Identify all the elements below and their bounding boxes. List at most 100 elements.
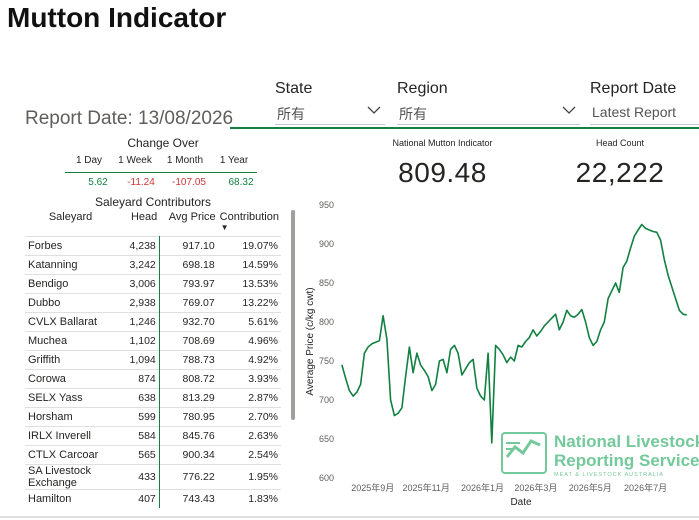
state-filter-value: 所有 <box>277 106 305 122</box>
saleyard-name-cell: Katanning <box>25 255 117 275</box>
state-filter-dropdown[interactable]: 所有 <box>275 101 385 125</box>
y-axis-title: Average Price (c/kg cwt) <box>305 287 316 395</box>
table-row[interactable]: Corowa 874 808.72 3.93% <box>25 369 281 389</box>
contribution-cell: 14.59% <box>217 255 281 275</box>
region-filter-value: 所有 <box>399 106 427 122</box>
report-date-filter-value: Latest Report <box>592 104 677 120</box>
column-header-head[interactable]: Head <box>130 211 158 223</box>
x-tick-label: 2026年7月 <box>624 482 667 493</box>
mutton-price-chart: 600 650 700 750 800 850 900 950 2025年9月 2025年11月 2… <box>305 200 699 508</box>
logo-lines-icon <box>506 442 520 450</box>
head-cell: 1,094 <box>116 350 160 370</box>
contribution-cell: 13.22% <box>217 293 281 313</box>
column-header-contribution-label: Contribution <box>219 211 279 223</box>
table-row[interactable]: Muchea 1,102 708.69 4.96% <box>25 331 281 351</box>
y-tick-label: 950 <box>319 200 334 210</box>
head-cell: 565 <box>116 445 160 465</box>
avg-price-cell: 793.97 <box>159 274 218 294</box>
head-cell: 407 <box>116 489 160 508</box>
saleyard-name-cell: Horsham <box>25 407 117 427</box>
logo-line-1: National Livestock <box>554 432 699 451</box>
head-cell: 4,238 <box>116 236 160 256</box>
contribution-cell: 4.96% <box>217 331 281 351</box>
saleyard-name-cell: CVLX Ballarat <box>25 312 117 332</box>
change-over-divider <box>65 172 257 173</box>
report-date-heading: Report Date: 13/08/2026 <box>25 108 234 129</box>
avg-price-cell: 788.73 <box>159 350 218 370</box>
y-tick-label: 800 <box>319 317 334 327</box>
saleyard-name-cell: Hamilton <box>25 489 117 508</box>
avg-price-cell: 813.29 <box>159 388 218 408</box>
column-header-contribution[interactable]: Contribution ▼ <box>218 211 281 237</box>
saleyard-contributors-title: Saleyard Contributors <box>94 195 212 209</box>
series-line-mutton-indicator <box>341 223 687 444</box>
contribution-cell: 2.70% <box>217 407 281 427</box>
logo-line-3: MEAT & LIVESTOCK AUSTRALIA <box>554 472 664 478</box>
table-row[interactable]: Katanning 3,242 698.18 14.59% <box>25 255 281 275</box>
column-header-avg-price[interactable]: Avg Price <box>168 211 216 223</box>
saleyard-name-cell: Bendigo <box>25 274 117 294</box>
table-row[interactable]: Hamilton 407 743.43 1.83% <box>25 489 281 508</box>
change-value-1-week: -11.24 <box>127 177 155 188</box>
head-cell: 1,246 <box>116 312 160 332</box>
x-tick-label: 2025年9月 <box>351 482 394 493</box>
head-cell: 874 <box>116 369 160 389</box>
table-row[interactable]: CVLX Ballarat 1,246 932.70 5.61% <box>25 312 281 332</box>
table-row[interactable]: Bendigo 3,006 793.97 13.53% <box>25 274 281 294</box>
avg-price-cell: 698.18 <box>159 255 218 275</box>
table-row[interactable]: Forbes 4,238 917.10 19.07% <box>25 236 281 256</box>
logo-badge-icon <box>501 432 547 474</box>
change-value-1-day: 5.62 <box>88 177 108 188</box>
y-tick-label: 900 <box>319 239 334 249</box>
table-row[interactable]: CTLX Carcoar 565 900.34 2.54% <box>25 445 281 465</box>
change-period-1-week: 1 Week <box>118 155 152 166</box>
saleyard-name-cell: Corowa <box>25 369 117 389</box>
y-tick-label: 650 <box>319 434 334 444</box>
avg-price-cell: 708.69 <box>159 331 218 351</box>
change-value-1-month: -107.05 <box>172 177 206 188</box>
column-header-saleyard[interactable]: Saleyard <box>48 211 93 223</box>
report-date-filter-dropdown[interactable]: Latest Report <box>590 101 699 125</box>
avg-price-cell: 808.72 <box>159 369 218 389</box>
avg-price-cell: 900.34 <box>159 445 218 465</box>
contribution-cell: 4.92% <box>217 350 281 370</box>
change-period-1-day: 1 Day <box>75 155 103 166</box>
avg-price-cell: 780.95 <box>159 407 218 427</box>
header-divider <box>230 127 699 129</box>
chevron-down-icon <box>367 106 381 114</box>
x-tick-label: 2025年11月 <box>403 482 450 493</box>
y-tick-label: 750 <box>319 356 334 366</box>
avg-price-cell: 743.43 <box>159 489 218 508</box>
saleyard-name-cell: SELX Yass <box>25 388 117 408</box>
x-tick-label: 2026年5月 <box>569 482 612 493</box>
region-filter-dropdown[interactable]: 所有 <box>397 101 580 125</box>
table-row[interactable]: Griffith 1,094 788.73 4.92% <box>25 350 281 370</box>
table-row[interactable]: Horsham 599 780.95 2.70% <box>25 407 281 427</box>
table-row[interactable]: SA Livestock Exchange 433 776.22 1.95% <box>25 464 281 490</box>
page-title: Mutton Indicator <box>7 2 227 33</box>
table-row[interactable]: Dubbo 2,938 769.07 13.22% <box>25 293 281 313</box>
head-cell: 638 <box>116 388 160 408</box>
table-scrollbar[interactable] <box>291 210 295 420</box>
report-date-filter-label: Report Date <box>590 80 677 97</box>
y-tick-label: 850 <box>319 278 334 288</box>
contribution-cell: 3.93% <box>217 369 281 389</box>
x-tick-label: 2026年1月 <box>461 482 504 493</box>
avg-price-cell: 769.07 <box>159 293 218 313</box>
saleyard-name-cell: CTLX Carcoar <box>25 445 117 465</box>
table-row[interactable]: SELX Yass 638 813.29 2.87% <box>25 388 281 408</box>
contribution-cell: 1.95% <box>217 464 281 490</box>
table-row[interactable]: IRLX Inverell 584 845.76 2.63% <box>25 426 281 446</box>
avg-price-cell: 776.22 <box>159 464 218 490</box>
head-cell: 2,938 <box>116 293 160 313</box>
head-cell: 599 <box>116 407 160 427</box>
table-header-row: Saleyard Head Avg Price Contribution ▼ <box>25 211 281 237</box>
saleyard-name-cell: SA Livestock Exchange <box>25 464 117 490</box>
head-cell: 433 <box>116 464 160 490</box>
head-cell: 1,102 <box>116 331 160 351</box>
saleyard-name-cell: Dubbo <box>25 293 117 313</box>
contribution-cell: 13.53% <box>217 274 281 294</box>
head-count-card-value: 22,222 <box>575 157 665 188</box>
region-filter-label: Region <box>397 80 448 97</box>
